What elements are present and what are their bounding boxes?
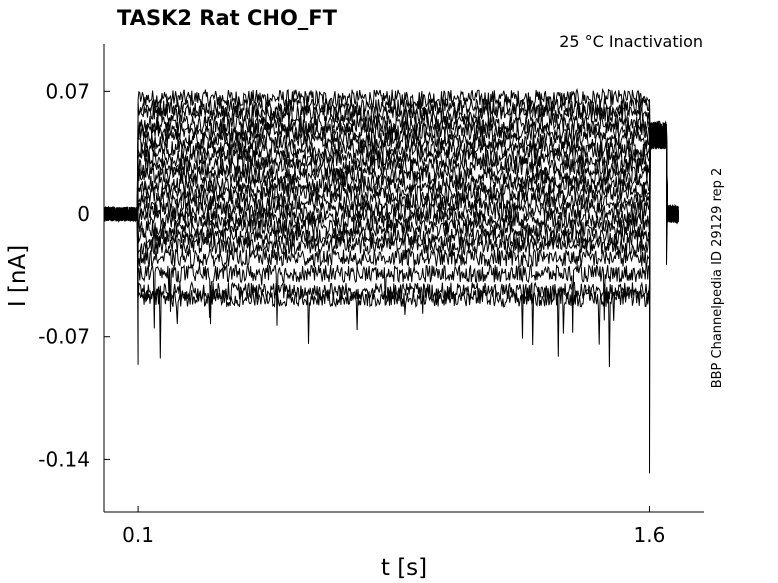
trace-line [103, 122, 679, 256]
y-tick-label: 0.07 [45, 79, 90, 103]
trace-line [103, 121, 679, 333]
trace-line [103, 123, 679, 225]
trace-line [103, 122, 679, 229]
trace-line [103, 121, 679, 223]
current-traces [103, 87, 679, 474]
trace-line [103, 121, 679, 368]
axes: 0.07 0 -0.07 -0.14 0.1 1.6 [38, 44, 704, 547]
trace-line [103, 121, 679, 223]
trace-line [103, 103, 679, 223]
trace-line [103, 122, 679, 269]
trace-line [103, 121, 679, 225]
condition-annotation: 25 °C Inactivation [559, 32, 703, 51]
x-axis-label: t [s] [381, 555, 427, 581]
trace-line [103, 114, 679, 223]
x-tick-label: 0.1 [122, 523, 154, 547]
y-tick-label: -0.07 [38, 325, 90, 349]
chart-title: TASK2 Rat CHO_FT [117, 6, 338, 30]
y-axis-label: I [nA] [5, 245, 31, 307]
x-tick-label: 1.6 [634, 523, 666, 547]
trace-line [103, 87, 679, 474]
y-tick-label: -0.14 [38, 447, 90, 471]
y-tick-label: 0 [77, 202, 90, 226]
trace-line [103, 123, 679, 223]
trace-line [103, 124, 679, 248]
trace-line [103, 120, 679, 223]
channelpedia-id-label: BBP Channelpedia ID 29129 rep 2 [710, 168, 725, 389]
trace-line [103, 120, 679, 239]
